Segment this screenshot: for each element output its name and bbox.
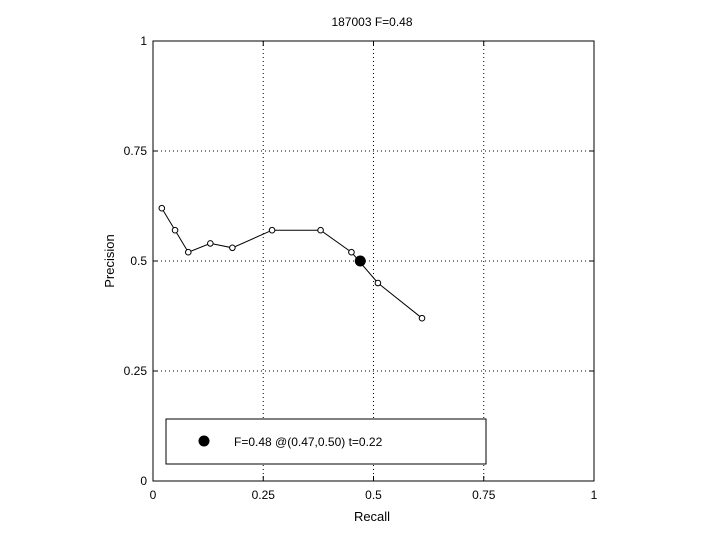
legend-box — [165, 418, 487, 465]
x-tick-label: 0.25 — [252, 488, 276, 502]
data-point — [348, 248, 355, 256]
data-point — [184, 248, 192, 256]
y-tick-label: 1 — [140, 34, 147, 48]
x-tick-label: 0 — [150, 488, 157, 502]
y-tick-label: 0 — [140, 474, 147, 488]
y-axis-label: Precision — [102, 234, 117, 287]
y-tick-label: 0.5 — [130, 254, 147, 268]
grid-lines — [153, 41, 594, 481]
data-point — [207, 240, 214, 247]
data-point — [418, 314, 426, 322]
data-point — [317, 226, 324, 234]
legend: F=0.48 @(0.47,0.50) t=0.22 — [165, 418, 487, 465]
legend-marker — [198, 435, 210, 447]
data-point — [229, 244, 236, 252]
y-tick-label: 0.75 — [124, 144, 148, 158]
x-tick-label: 0.5 — [365, 488, 382, 502]
series-group — [158, 204, 426, 322]
x-tick-label: 0.75 — [472, 488, 496, 502]
data-point — [374, 279, 382, 287]
y-tick-label: 0.25 — [124, 364, 148, 378]
data-point — [158, 204, 166, 212]
x-axis-label: Recall — [354, 509, 390, 524]
highlight-point — [354, 255, 366, 267]
axis-ticks: 0 0.25 0.5 0.75 1 0 0.25 0.5 0.75 1 — [124, 34, 598, 502]
chart-title: 187003 F=0.48 — [331, 15, 412, 29]
series-line — [161, 207, 423, 319]
data-point — [268, 226, 276, 234]
data-point — [171, 226, 179, 234]
legend-text: F=0.48 @(0.47,0.50) t=0.22 — [234, 435, 383, 449]
x-tick-label: 1 — [591, 488, 598, 502]
